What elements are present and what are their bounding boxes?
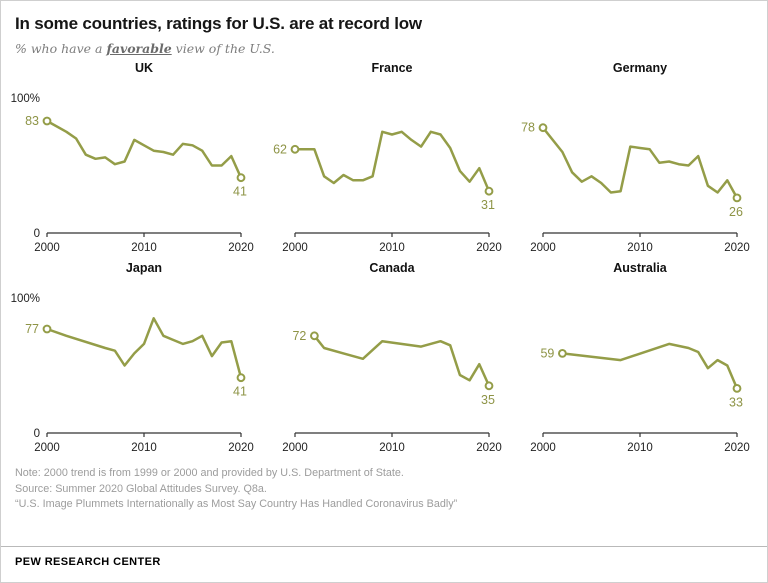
end-value-label: 35 (481, 393, 495, 407)
start-point-marker (558, 349, 567, 358)
chart-australia: Australia 2000 2010 2020 59 33 (503, 258, 751, 458)
chart-japan: Japan 100% 0 2000 2010 2020 77 41 (7, 258, 255, 458)
country-label: Australia (613, 261, 668, 275)
country-label: France (372, 61, 413, 75)
chart-svg-france: France 2000 2010 2020 62 31 (273, 61, 502, 254)
x-tick-label: 2020 (228, 242, 254, 254)
chart-svg-australia: Australia 2000 2010 2020 59 33 (530, 261, 750, 454)
trend-line (45, 317, 243, 379)
end-point-marker (236, 373, 246, 383)
x-tick-label: 2010 (379, 242, 405, 254)
brand-bar: PEW RESEARCH CENTER (1, 546, 767, 582)
x-tick-label: 2020 (476, 242, 502, 254)
start-value-label: 59 (540, 346, 554, 360)
country-label: Germany (613, 61, 667, 75)
country-label: UK (135, 61, 153, 75)
x-tick-label: 2020 (724, 242, 750, 254)
page-subtitle: % who have a favorable view of the U.S. (15, 41, 751, 56)
y-axis-max-label: 100% (11, 293, 40, 305)
y-axis-min-label: 0 (34, 228, 40, 240)
x-tick-label: 2010 (627, 242, 653, 254)
brand-label: PEW RESEARCH CENTER (15, 556, 161, 568)
end-value-label: 31 (481, 198, 495, 212)
x-tick-label: 2010 (379, 442, 405, 454)
x-tick-label: 2020 (724, 442, 750, 454)
end-value-label: 26 (729, 205, 743, 219)
x-tick-label: 2020 (476, 442, 502, 454)
trend-line (561, 342, 739, 390)
start-point-marker (310, 331, 319, 341)
x-tick-label: 2000 (282, 442, 308, 454)
end-point-marker (236, 173, 246, 183)
country-label: Canada (369, 261, 415, 275)
footnotes: Note: 2000 trend is from 1999 or 2000 an… (1, 458, 767, 513)
x-tick-label: 2010 (131, 242, 157, 254)
end-value-label: 41 (233, 385, 247, 399)
y-axis-max-label: 100% (11, 93, 40, 105)
subtitle-emphasis: favorable (106, 41, 172, 56)
report-title-line: “U.S. Image Plummets Internationally as … (15, 498, 458, 511)
trend-line (45, 119, 243, 179)
x-tick-label: 2000 (34, 442, 60, 454)
x-tick-label: 2010 (627, 442, 653, 454)
start-value-label: 62 (273, 142, 287, 156)
start-point-marker (290, 144, 300, 154)
end-value-label: 33 (729, 395, 743, 409)
trend-line (541, 126, 739, 200)
chart-france: France 2000 2010 2020 62 31 (255, 58, 503, 258)
trend-line (293, 130, 491, 193)
x-tick-label: 2020 (228, 442, 254, 454)
charts-grid: UK 100% 0 2000 2010 2020 83 41 France 2000 2010 202… (1, 58, 767, 458)
note-line: Note: 2000 trend is from 1999 or 2000 an… (15, 467, 404, 479)
chart-germany: Germany 2000 2010 2020 78 26 (503, 58, 751, 258)
chart-canada: Canada 2000 2010 2020 72 35 (255, 258, 503, 458)
end-point-marker (732, 383, 742, 393)
start-value-label: 83 (25, 114, 39, 128)
end-point-marker (484, 186, 494, 196)
page-title: In some countries, ratings for U.S. are … (15, 14, 422, 33)
chart-svg-japan: Japan 100% 0 2000 2010 2020 77 41 (11, 261, 254, 454)
chart-svg-germany: Germany 2000 2010 2020 78 26 (521, 61, 750, 254)
x-tick-label: 2000 (282, 242, 308, 254)
start-point-marker (42, 324, 52, 334)
start-point-marker (538, 123, 548, 133)
country-label: Japan (126, 261, 162, 275)
start-value-label: 78 (521, 121, 535, 135)
chart-svg-uk: UK 100% 0 2000 2010 2020 83 41 (11, 61, 254, 254)
subtitle-prefix: % who have a (15, 41, 107, 56)
x-tick-label: 2000 (34, 242, 60, 254)
start-point-marker (42, 116, 52, 126)
chart-uk: UK 100% 0 2000 2010 2020 83 41 (7, 58, 255, 258)
end-value-label: 41 (233, 185, 247, 199)
chart-svg-canada: Canada 2000 2010 2020 72 35 (282, 261, 502, 454)
start-value-label: 77 (25, 322, 39, 336)
subtitle-suffix: view of the U.S. (171, 41, 275, 56)
y-axis-min-label: 0 (34, 428, 40, 440)
x-tick-label: 2000 (530, 442, 556, 454)
start-value-label: 72 (292, 329, 306, 343)
header: In some countries, ratings for U.S. are … (1, 1, 767, 56)
source-line: Source: Summer 2020 Global Attitudes Sur… (15, 482, 267, 495)
x-tick-label: 2000 (530, 242, 556, 254)
x-tick-label: 2010 (131, 442, 157, 454)
end-point-marker (484, 381, 494, 391)
end-point-marker (732, 193, 742, 203)
trend-line (313, 334, 491, 388)
